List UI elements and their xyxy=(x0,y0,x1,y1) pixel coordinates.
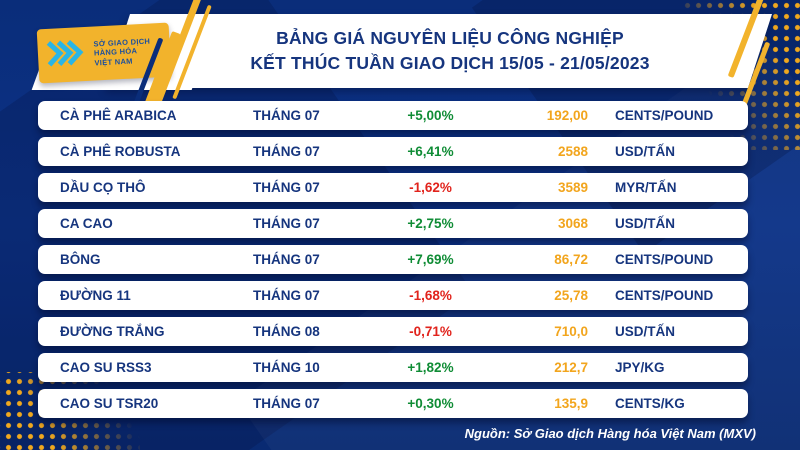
price-value: 212,7 xyxy=(554,360,588,375)
price-value: 135,9 xyxy=(554,396,588,411)
price-value: 3068 xyxy=(557,216,588,231)
page-title-line1: BẢNG GIÁ NGUYÊN LIỆU CÔNG NGHIỆP xyxy=(276,28,624,48)
table-row: ĐƯỜNG 11 THÁNG 07 -1,68% 25,78 CENTS/POU… xyxy=(38,281,748,310)
table-row: ĐƯỜNG TRẮNG THÁNG 08 -0,71% 710,0 USD/TẤ… xyxy=(38,317,748,346)
commodity-name: CÀ PHÊ ROBUSTA xyxy=(60,144,181,159)
logo-text: SỞ GIAO DỊCH HÀNG HÓA VIỆT NAM xyxy=(93,36,151,68)
price-value: 2588 xyxy=(557,144,588,159)
commodity-name: ĐƯỜNG TRẮNG xyxy=(60,324,165,339)
commodity-name: DẦU CỌ THÔ xyxy=(60,180,146,195)
contract-month: THÁNG 08 xyxy=(253,324,320,339)
price-value: 710,0 xyxy=(554,324,588,339)
commodity-name: BÔNG xyxy=(60,252,101,267)
table-row: CAO SU RSS3 THÁNG 10 +1,82% 212,7 JPY/KG xyxy=(38,353,748,382)
price-unit: CENTS/POUND xyxy=(615,252,714,267)
change-percent: +6,41% xyxy=(407,144,454,159)
price-unit: CENTS/KG xyxy=(615,396,685,411)
change-percent: +0,30% xyxy=(407,396,454,411)
contract-month: THÁNG 07 xyxy=(253,180,320,195)
change-percent: +2,75% xyxy=(407,216,454,231)
price-value: 25,78 xyxy=(554,288,588,303)
contract-month: THÁNG 07 xyxy=(253,252,320,267)
mxv-chevron-icon xyxy=(45,36,89,73)
table-row: CA CAO THÁNG 07 +2,75% 3068 USD/TẤN xyxy=(38,209,748,238)
table-row: CÀ PHÊ ARABICA THÁNG 07 +5,00% 192,00 CE… xyxy=(38,101,748,130)
contract-month: THÁNG 07 xyxy=(253,396,320,411)
contract-month: THÁNG 07 xyxy=(253,288,320,303)
table-row: DẦU CỌ THÔ THÁNG 07 -1,62% 3589 MYR/TẤN xyxy=(38,173,748,202)
contract-month: THÁNG 07 xyxy=(253,216,320,231)
change-percent: -0,71% xyxy=(409,324,452,339)
price-value: 3589 xyxy=(557,180,588,195)
contract-month: THÁNG 07 xyxy=(253,144,320,159)
price-unit: CENTS/POUND xyxy=(615,288,714,303)
contract-month: THÁNG 07 xyxy=(253,108,320,123)
commodity-name: ĐƯỜNG 11 xyxy=(60,288,131,303)
table-row: CAO SU TSR20 THÁNG 07 +0,30% 135,9 CENTS… xyxy=(38,389,748,418)
change-percent: +1,82% xyxy=(407,360,454,375)
price-unit: USD/TẤN xyxy=(615,144,675,159)
commodity-name: CAO SU RSS3 xyxy=(60,360,152,375)
price-unit: JPY/KG xyxy=(615,360,665,375)
change-percent: -1,68% xyxy=(409,288,452,303)
change-percent: +5,00% xyxy=(407,108,454,123)
page-title-line2: KẾT THÚC TUẦN GIAO DỊCH 15/05 - 21/05/20… xyxy=(250,53,650,73)
price-value: 192,00 xyxy=(546,108,588,123)
commodity-name: CA CAO xyxy=(60,216,113,231)
change-percent: +7,69% xyxy=(407,252,454,267)
price-value: 86,72 xyxy=(554,252,588,267)
price-unit: MYR/TẤN xyxy=(615,180,677,195)
header-title: BẢNG GIÁ NGUYÊN LIỆU CÔNG NGHIỆP KẾT THÚ… xyxy=(150,14,750,88)
price-table: CÀ PHÊ ARABICA THÁNG 07 +5,00% 192,00 CE… xyxy=(38,101,748,425)
price-unit: USD/TẤN xyxy=(615,216,675,231)
price-unit: CENTS/POUND xyxy=(615,108,714,123)
contract-month: THÁNG 10 xyxy=(253,360,320,375)
mxv-logo: SỞ GIAO DỊCH HÀNG HÓA VIỆT NAM xyxy=(36,22,172,84)
commodity-name: CÀ PHÊ ARABICA xyxy=(60,108,177,123)
table-row: BÔNG THÁNG 07 +7,69% 86,72 CENTS/POUND xyxy=(38,245,748,274)
commodity-name: CAO SU TSR20 xyxy=(60,396,159,411)
price-unit: USD/TẤN xyxy=(615,324,675,339)
table-row: CÀ PHÊ ROBUSTA THÁNG 07 +6,41% 2588 USD/… xyxy=(38,137,748,166)
change-percent: -1,62% xyxy=(409,180,452,195)
source-credit: Nguồn: Sở Giao dịch Hàng hóa Việt Nam (M… xyxy=(464,426,756,441)
